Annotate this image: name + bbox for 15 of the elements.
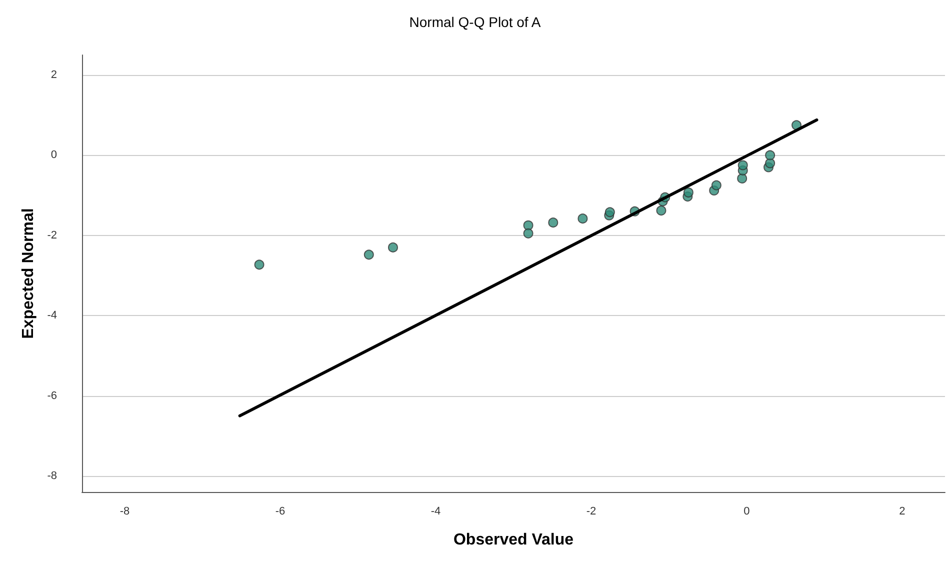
y-tick-label: -6 xyxy=(47,390,57,402)
y-tick-label: 2 xyxy=(50,69,57,82)
x-tick-label: -2 xyxy=(586,506,596,518)
x-tick-label: -8 xyxy=(120,506,130,518)
x-tick-label: -4 xyxy=(430,506,441,518)
chart-title: Normal Q-Q Plot of A xyxy=(409,14,542,30)
x-tick-label: 0 xyxy=(744,506,750,518)
y-tick-label: -4 xyxy=(47,310,57,322)
y-axis-title: Expected Normal xyxy=(20,208,37,339)
x-tick-label: 2 xyxy=(899,506,906,518)
y-tick-label: -2 xyxy=(47,229,57,242)
y-tick-label: -8 xyxy=(47,470,57,482)
x-tick-label: -6 xyxy=(275,506,286,518)
x-axis-title: Observed Value xyxy=(453,532,574,548)
y-tick-label: 0 xyxy=(50,149,57,162)
